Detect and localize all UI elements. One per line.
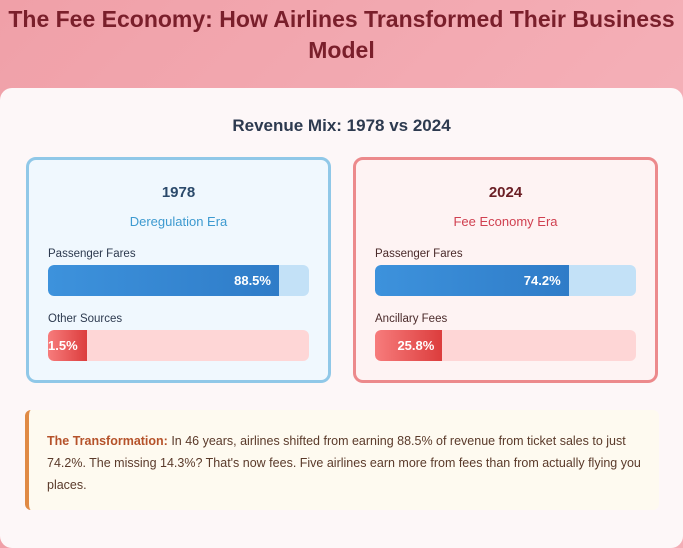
bar-label: Passenger Fares (375, 248, 463, 260)
panel-era: Fee Economy Era (453, 214, 558, 229)
panel-year: 1978 (161, 184, 196, 201)
bar-label: Passenger Fares (48, 248, 136, 260)
panel-year: 2024 (488, 184, 523, 201)
transformation-callout: The Transformation: In 46 years, airline… (25, 410, 659, 510)
panel-1978: 1978 Deregulation Era Passenger Fares 88… (26, 157, 331, 383)
panel-2024: 2024 Fee Economy Era Passenger Fares 74.… (353, 157, 658, 383)
bar-track: 74.2% (375, 265, 636, 296)
bar-track: 1.5% (48, 330, 309, 361)
page-title: The Fee Economy: How Airlines Transforme… (8, 6, 675, 63)
bar-fill: 74.2% (375, 265, 569, 296)
callout-text: In 46 years, airlines shifted from earni… (47, 434, 641, 492)
bar-label: Other Sources (48, 313, 123, 325)
bar-fill: 25.8% (375, 330, 443, 361)
bar-fill: 88.5% (48, 265, 279, 296)
panel-era: Deregulation Era (129, 214, 228, 229)
chart-title: Revenue Mix: 1978 vs 2024 (232, 116, 451, 135)
bar-label: Ancillary Fees (375, 313, 448, 325)
bar-track: 88.5% (48, 265, 309, 296)
callout-heading: The Transformation: (47, 434, 168, 448)
bar-fill: 1.5% (48, 330, 88, 361)
bar-track: 25.8% (375, 330, 636, 361)
